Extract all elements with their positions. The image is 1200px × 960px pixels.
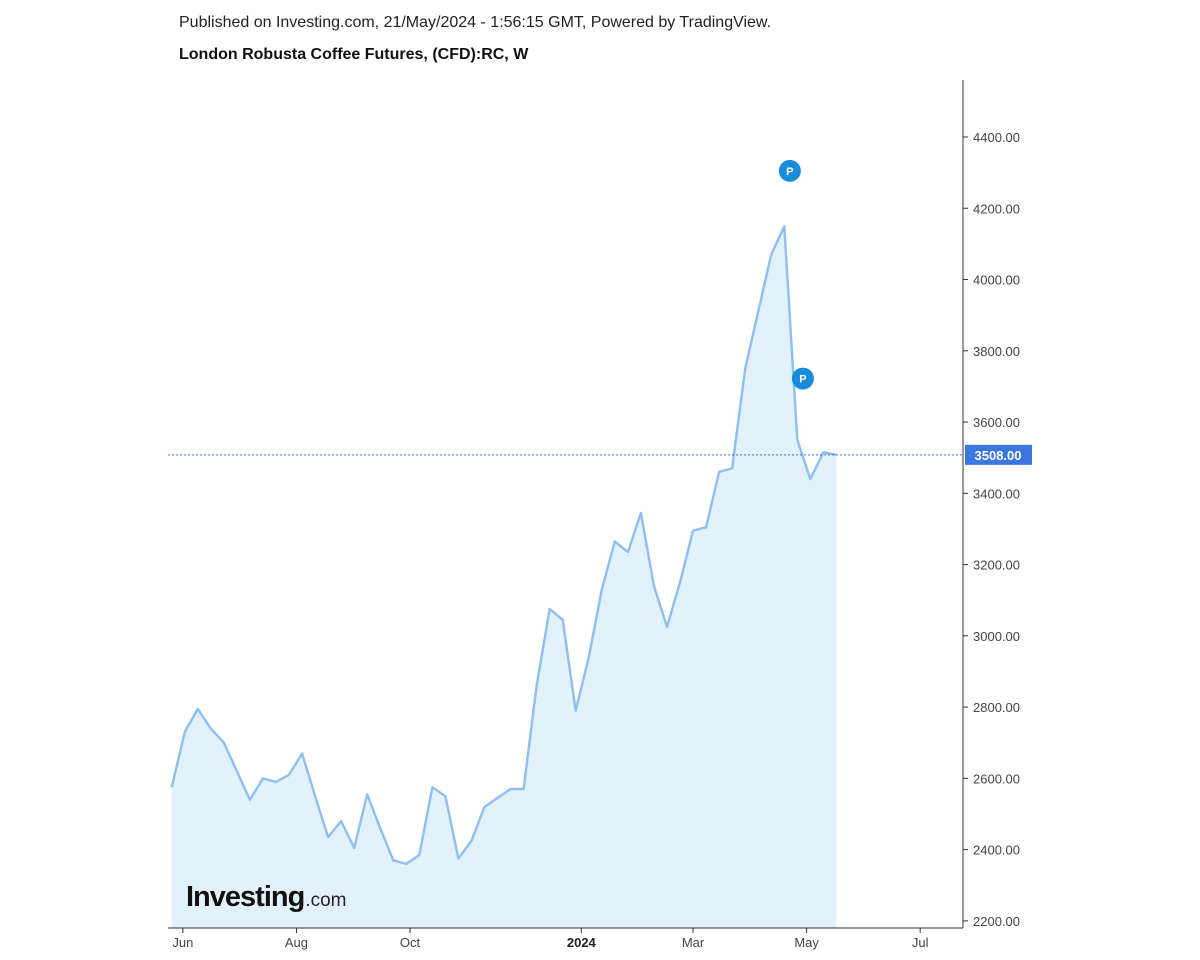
area-fill xyxy=(171,226,837,929)
y-tick-label: 2200.00 xyxy=(973,914,1020,929)
chart-title: London Robusta Coffee Futures, (CFD):RC,… xyxy=(179,46,529,63)
logo-suffix-text: .com xyxy=(305,890,346,911)
y-tick-label: 3000.00 xyxy=(973,629,1020,644)
y-tick-label: 3600.00 xyxy=(973,415,1020,430)
investing-logo: Investing .com xyxy=(186,881,346,913)
logo-main-text: Investing xyxy=(186,881,304,913)
event-marker-label: P xyxy=(786,166,793,178)
event-marker-label: P xyxy=(799,374,806,386)
y-tick-label: 3400.00 xyxy=(973,486,1020,501)
y-tick-label: 2800.00 xyxy=(973,700,1020,715)
y-tick-label: 4400.00 xyxy=(973,130,1020,145)
x-tick-label: May xyxy=(794,935,819,950)
x-tick-label: Oct xyxy=(400,935,421,950)
y-tick-label: 3800.00 xyxy=(973,344,1020,359)
last-price-badge xyxy=(965,444,1032,465)
y-tick-label: 4000.00 xyxy=(973,273,1020,288)
published-caption: Published on Investing.com, 21/May/2024 … xyxy=(179,14,772,31)
y-tick-label: 2600.00 xyxy=(973,771,1020,786)
x-tick-label: Jun xyxy=(172,935,193,950)
x-tick-label: Aug xyxy=(285,935,308,950)
last-price-label: 3508.00 xyxy=(975,448,1022,463)
x-tick-label: Mar xyxy=(682,935,705,950)
event-marker xyxy=(791,367,814,390)
price-line xyxy=(170,224,837,866)
y-tick-label: 3200.00 xyxy=(973,558,1020,573)
event-marker xyxy=(778,159,801,182)
x-tick-label: Jul xyxy=(912,935,929,950)
y-tick-label: 2400.00 xyxy=(973,843,1020,858)
y-tick-label: 4200.00 xyxy=(973,201,1020,216)
x-tick-label: 2024 xyxy=(567,935,597,950)
